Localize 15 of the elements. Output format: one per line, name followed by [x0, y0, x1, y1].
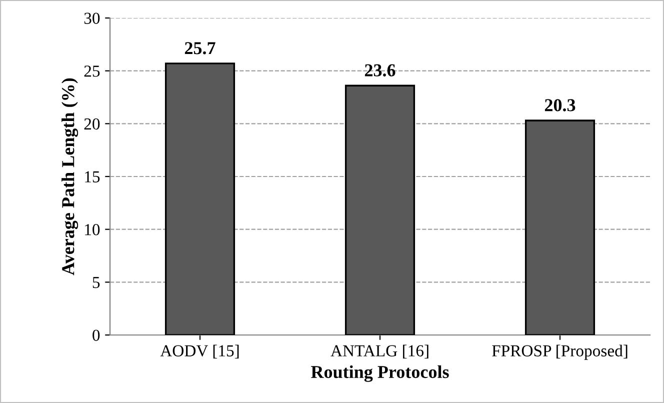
x-tick-label: FPROSP [Proposed] [492, 344, 628, 360]
data-label: 23.6 [364, 64, 396, 76]
y-tick-label: 5 [92, 277, 100, 288]
x-axis-title: Routing Protocols [311, 365, 449, 382]
x-tick-label: AODV [15] [160, 344, 239, 359]
y-axis-title: Average Path Length (%) [62, 78, 78, 276]
y-tick-label: 15 [85, 171, 100, 182]
data-label: 25.7 [184, 42, 216, 54]
y-tick-label: 20 [84, 118, 100, 130]
y-tick-label: 10 [85, 224, 100, 236]
y-tick-label: 25 [84, 66, 100, 77]
y-tick-label: 0 [92, 330, 100, 341]
x-tick-label: ANTALG [16] [330, 344, 428, 359]
data-label: 20.3 [544, 99, 576, 112]
y-tick-label: 30 [84, 12, 100, 24]
